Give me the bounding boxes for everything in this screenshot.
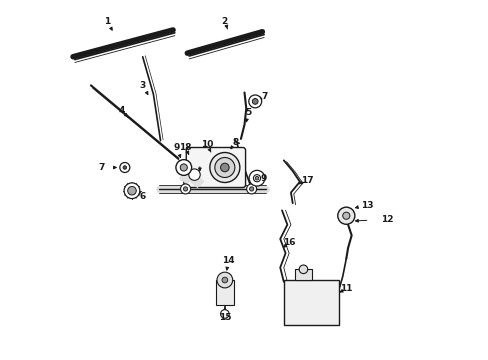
- Text: 11: 11: [339, 284, 352, 293]
- Circle shape: [249, 187, 253, 191]
- Bar: [216, 280, 233, 305]
- Circle shape: [252, 99, 258, 104]
- Text: 5: 5: [244, 108, 251, 117]
- Circle shape: [253, 175, 260, 182]
- Circle shape: [246, 184, 256, 194]
- Text: 1: 1: [103, 17, 110, 26]
- Text: 16: 16: [283, 238, 295, 247]
- Text: 14: 14: [222, 256, 234, 265]
- Text: 15: 15: [218, 313, 231, 322]
- Text: 13: 13: [361, 201, 373, 210]
- Text: 2: 2: [221, 17, 227, 26]
- Circle shape: [214, 157, 234, 177]
- Text: 7: 7: [261, 91, 267, 100]
- Circle shape: [180, 184, 190, 194]
- Circle shape: [127, 186, 136, 195]
- Polygon shape: [190, 175, 203, 187]
- Text: 4: 4: [118, 106, 124, 115]
- Text: 12: 12: [380, 215, 393, 224]
- Text: 8: 8: [232, 138, 238, 147]
- Circle shape: [248, 170, 264, 186]
- Bar: [283, 280, 339, 325]
- Circle shape: [180, 164, 187, 171]
- Circle shape: [220, 310, 229, 318]
- Text: 17: 17: [300, 176, 313, 185]
- Text: 9: 9: [261, 174, 267, 183]
- Circle shape: [220, 163, 229, 172]
- Circle shape: [255, 176, 258, 180]
- Polygon shape: [180, 171, 193, 184]
- Circle shape: [188, 169, 200, 180]
- Circle shape: [248, 95, 261, 108]
- Circle shape: [183, 187, 187, 191]
- Text: 9: 9: [173, 143, 180, 152]
- Circle shape: [120, 162, 130, 172]
- FancyBboxPatch shape: [186, 148, 245, 188]
- Text: 18: 18: [179, 143, 191, 152]
- Text: 3: 3: [139, 81, 145, 90]
- Circle shape: [217, 272, 232, 288]
- Circle shape: [176, 159, 191, 175]
- Text: 10: 10: [201, 140, 213, 149]
- Circle shape: [222, 277, 227, 283]
- Circle shape: [123, 166, 126, 169]
- Circle shape: [299, 265, 307, 274]
- Text: 6: 6: [139, 192, 145, 201]
- Text: 7: 7: [98, 163, 104, 172]
- Circle shape: [337, 207, 354, 224]
- Bar: [294, 269, 312, 280]
- Circle shape: [209, 153, 240, 183]
- Circle shape: [342, 212, 349, 219]
- Circle shape: [124, 183, 140, 199]
